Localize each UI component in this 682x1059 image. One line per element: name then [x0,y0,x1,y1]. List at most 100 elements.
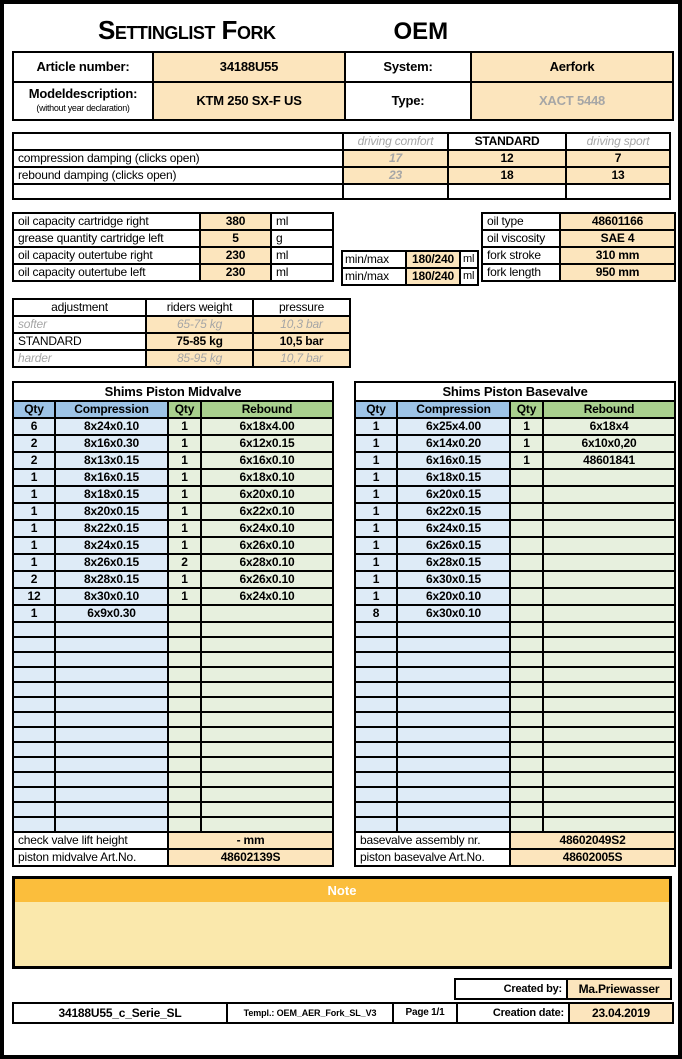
basevalve-reb-shim [541,741,677,758]
midvalve-reb-qty [167,786,202,803]
damping-row: compression damping (clicks open) 17 12 … [12,149,671,168]
midvalve-comp-shim [54,756,169,773]
midvalve-comp-qty [12,816,56,833]
midvalve-shim-row: 1 8x22x0.15 1 6x24x0.10 [12,519,334,538]
shims-section: Shims Piston Midvalve Qty Compression Qt… [12,381,677,867]
oil-capacity-row: oil capacity cartridge right 380 ml [12,212,334,231]
midvalve-comp-shim: 8x16x0.15 [54,468,169,487]
midvalve-shim-row [12,711,334,728]
midvalve-shim-row [12,651,334,668]
basevalve-shim-row [354,726,677,743]
basevalve-reb-qty [509,711,544,728]
midvalve-reb-qty [167,604,202,623]
midvalve-shim-row: 1 8x16x0.15 1 6x18x0.10 [12,468,334,487]
damping-sport-value: 7 [565,149,671,168]
basevalve-comp-shim: 6x14x0.20 [396,434,511,453]
midvalve-reb-qty: 1 [167,587,202,606]
midvalve-reb-qty: 1 [167,451,202,470]
basevalve-shim-row [354,696,677,713]
midvalve-comp-qty [12,756,56,773]
midvalve-shim-row: 1 8x18x0.15 1 6x20x0.10 [12,485,334,504]
basevalve-shim-row: 1 6x22x0.15 [354,502,677,521]
damping-label: compression damping (clicks open) [12,149,344,168]
adjustment-header: adjustment [12,298,147,317]
basevalve-footer-value: 48602049S2 [508,831,677,850]
oil-spec-row: oil viscosity SAE 4 [481,229,676,248]
minmax-row: min/max 180/240 ml [341,250,479,269]
title-row: Settinglist Fork OEM [98,15,672,45]
type-value: XACT 5448 [470,81,674,121]
midvalve-comp-qty [12,726,56,743]
midvalve-reb-qty: 1 [167,434,202,453]
midvalve-reb-qty [167,651,202,668]
basevalve-reb-qty [509,519,544,538]
basevalve-comp-qty: 1 [354,587,398,606]
oil-spec-value: 48601166 [559,212,676,231]
basevalve-comp-qty: 1 [354,468,398,487]
basevalve-comp-qty [354,636,398,653]
midvalve-reb-shim: 6x20x0.10 [200,485,334,504]
midvalve-comp-qty: 6 [12,417,56,436]
adjustment-row: STANDARD 75-85 kg 10,5 bar [12,332,351,351]
shims-midvalve-table: Shims Piston Midvalve Qty Compression Qt… [12,381,334,867]
midvalve-shim-row: 1 6x9x0.30 [12,604,334,623]
damping-comfort-value: 17 [342,149,449,168]
basevalve-shim-row [354,801,677,818]
midvalve-reb-qty [167,816,202,833]
midvalve-shim-row [12,801,334,818]
midvalve-reb-qty [167,771,202,788]
midvalve-comp-shim [54,741,169,758]
basevalve-title: Shims Piston Basevalve [353,381,677,402]
basevalve-reb-qty [509,741,544,758]
basevalve-reb-shim [541,621,677,638]
oil-capacity-unit: ml [270,212,334,231]
midvalve-reb-shim: 6x24x0.10 [200,587,334,606]
oil-spec-value: SAE 4 [559,229,676,248]
page-title: Settinglist Fork [98,15,276,45]
basevalve-shim-row: 1 6x26x0.15 [354,536,677,555]
adjustment-row: softer 65-75 kg 10,3 bar [12,315,351,334]
midvalve-shim-row: 1 8x26x0.15 2 6x28x0.10 [12,553,334,572]
basevalve-reb-qty [509,636,544,653]
basevalve-reb-shim [541,801,677,818]
basevalve-reb-qty [509,502,544,521]
footer-table: 34188U55_c_Serie_SL Templ.: OEM_AER_Fork… [12,1002,674,1024]
adjustment-name: harder [12,349,147,368]
oil-capacity-label: grease quantity cartridge left [12,229,201,248]
basevalve-reb-qty [509,726,544,743]
midvalve-comp-qty [12,621,56,638]
created-by-label: Created by: [454,978,568,1000]
basevalve-reb-shim [541,502,677,521]
basevalve-shim-row: 1 6x20x0.10 [354,587,677,606]
midvalve-comp-shim: 8x30x0.10 [54,587,169,606]
midvalve-qty-reb-header: Qty [167,400,202,419]
oil-spec-label: fork stroke [481,246,561,265]
midvalve-reb-shim: 6x26x0.10 [200,570,334,589]
damping-label: rebound damping (clicks open) [12,166,344,185]
model-description-label: Modeldescription: (without year declarat… [12,81,154,121]
midvalve-title-row: Shims Piston Midvalve [12,381,334,402]
basevalve-footer-row: piston basevalve Art.No. 48602005S [354,848,677,867]
midvalve-reb-shim [200,651,334,668]
damping-standard-value: 18 [447,166,567,185]
page-number: Page 1/1 [392,1002,458,1024]
basevalve-comp-shim: 6x20x0.15 [396,485,511,504]
basevalve-reb-qty [509,771,544,788]
article-info-table: Article number: 34188U55 System: Aerfork… [12,51,674,121]
midvalve-comp-shim: 8x26x0.15 [54,553,169,572]
model-description-subtitle: (without year declaration) [36,103,130,113]
oil-capacity-value: 380 [199,212,272,231]
oil-capacity-value: 5 [199,229,272,248]
basevalve-comp-shim: 6x18x0.15 [396,468,511,487]
pressure-header: pressure [252,298,351,317]
oil-capacity-label: oil capacity outertube left [12,263,201,282]
midvalve-shim-row: 6 8x24x0.10 1 6x18x4.00 [12,417,334,436]
created-by-row: Created by: Ma.Priewasser [12,978,672,1000]
driving-comfort-header: driving comfort [342,132,449,151]
basevalve-shim-row [354,666,677,683]
basevalve-comp-qty [354,681,398,698]
midvalve-rebound-header: Rebound [200,400,334,419]
midvalve-comp-shim [54,666,169,683]
midvalve-reb-shim [200,696,334,713]
